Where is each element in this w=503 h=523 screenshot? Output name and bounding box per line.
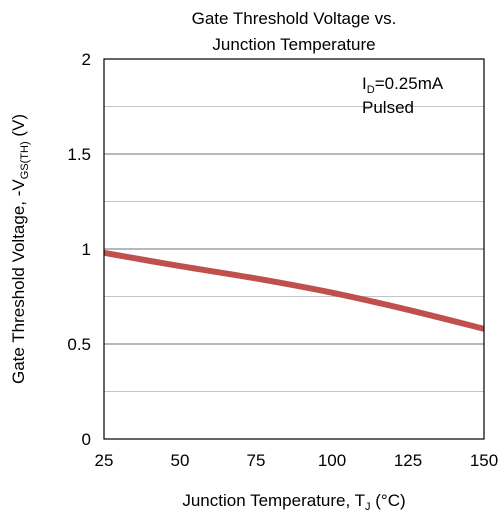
- y-tick-labels: 0 0.5 1 1.5 2: [67, 50, 91, 449]
- y-axis-label-unit: (V): [9, 114, 28, 141]
- x-axis-label-unit: (°C): [371, 491, 406, 510]
- x-tick-label: 75: [247, 451, 266, 470]
- chart-title-line-2: Junction Temperature: [212, 35, 375, 54]
- x-axis-label-subscript: J: [365, 501, 371, 513]
- x-tick-label: 100: [318, 451, 346, 470]
- x-tick-label: 150: [470, 451, 498, 470]
- y-tick-label: 0: [82, 430, 91, 449]
- annotation-line-1: ID=0.25mA: [362, 74, 444, 96]
- y-axis-label: Gate Threshold Voltage, -VGS(TH) (V): [9, 114, 31, 384]
- x-tick-label: 125: [394, 451, 422, 470]
- x-axis-label-main: Junction Temperature, T: [182, 491, 365, 510]
- y-tick-label: 1.5: [67, 145, 91, 164]
- plot-frame: [103, 58, 485, 440]
- x-axis-label: Junction Temperature, TJ (°C): [182, 491, 405, 513]
- grid: [104, 106, 484, 392]
- series-layer: [103, 249, 485, 332]
- x-tick-labels: 25 50 75 100 125 150: [95, 451, 499, 470]
- y-tick-label: 2: [82, 50, 91, 69]
- annotation-current-value: =0.25mA: [375, 74, 444, 93]
- x-tick-label: 25: [95, 451, 114, 470]
- x-tick-label: 50: [171, 451, 190, 470]
- chart-title-line-1: Gate Threshold Voltage vs.: [192, 9, 397, 28]
- series-line-0: [103, 249, 485, 332]
- annotation-line-2: Pulsed: [362, 98, 414, 117]
- annotation: ID=0.25mA Pulsed: [362, 74, 444, 117]
- y-tick-label: 0.5: [67, 335, 91, 354]
- y-axis-label-main: Gate Threshold Voltage, -V: [9, 179, 28, 384]
- annotation-current-subscript: D: [367, 84, 375, 96]
- chart-title: Gate Threshold Voltage vs. Junction Temp…: [192, 9, 397, 54]
- y-tick-label: 1: [82, 240, 91, 259]
- annotation-current-symbol: I: [362, 74, 367, 93]
- y-axis-label-subscript: GS(TH): [19, 141, 31, 179]
